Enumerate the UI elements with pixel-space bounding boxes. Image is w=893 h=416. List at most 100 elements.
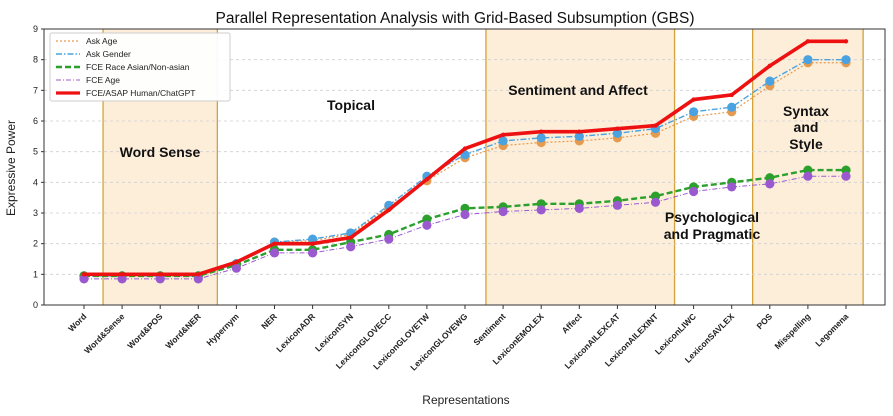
data-point <box>805 39 811 44</box>
region-label-line: and Pragmatic <box>664 226 761 242</box>
data-point <box>803 55 813 65</box>
legend-label: Ask Gender <box>86 49 131 59</box>
y-tick-label: 0 <box>33 300 38 310</box>
data-point <box>727 182 737 192</box>
x-tick-label: Hypernym <box>204 311 241 348</box>
data-point <box>767 63 772 68</box>
data-point <box>691 97 696 102</box>
region-label-line: Syntax <box>783 103 829 119</box>
legend-box <box>49 32 231 102</box>
series-fce-age <box>79 171 851 284</box>
x-tick-label: Word&POS <box>125 311 165 351</box>
data-point <box>81 272 87 277</box>
x-tick-label: Misspelling <box>773 311 813 351</box>
x-tick-label: LexiconSYN <box>313 311 355 353</box>
data-point <box>158 272 163 277</box>
data-point <box>348 235 353 240</box>
region-label: Sentiment and Affect <box>508 82 648 98</box>
data-point <box>234 259 239 265</box>
x-tick-label: Sentiment <box>471 311 507 347</box>
data-point <box>424 177 430 182</box>
region-label: Syntax and Style <box>783 103 829 152</box>
data-point <box>196 272 201 277</box>
data-point <box>843 39 849 44</box>
region-label-line: Style <box>789 136 823 152</box>
data-point <box>386 207 391 213</box>
region-label: Word Sense <box>120 144 201 160</box>
region-label: Topical <box>327 97 375 113</box>
data-point <box>346 242 356 252</box>
data-point <box>310 241 315 246</box>
x-tick-label: Word&NER <box>163 311 202 350</box>
data-point <box>308 234 318 244</box>
data-point <box>765 76 775 86</box>
x-tick-label: NER <box>259 311 279 331</box>
data-point <box>79 274 89 284</box>
x-tick-label: POS <box>754 311 774 331</box>
data-point <box>729 92 734 98</box>
series-layer <box>79 39 851 284</box>
y-axis-label: Expressive Power <box>4 120 18 216</box>
data-point <box>272 241 277 246</box>
data-point <box>536 205 546 215</box>
data-point <box>841 55 851 65</box>
region-label-line: Psychological <box>665 209 759 225</box>
x-axis-label: Representations <box>422 393 509 407</box>
legend: Ask Age Ask Gender FCE Race Asian/Non-asia… <box>49 32 231 102</box>
data-point <box>612 128 623 138</box>
y-ticks: 0 1 2 3 4 5 6 7 8 9 <box>33 24 44 310</box>
data-point <box>384 234 394 244</box>
data-point <box>460 209 470 220</box>
data-point <box>231 263 241 273</box>
y-tick-label: 7 <box>33 85 38 95</box>
data-point <box>689 107 699 117</box>
data-point <box>498 206 508 217</box>
x-tick-label: LexiconADR <box>274 311 317 354</box>
y-tick-label: 6 <box>33 116 38 126</box>
x-tick-label: Word&Sense <box>82 311 127 356</box>
data-point <box>650 197 661 207</box>
data-point <box>269 248 280 258</box>
data-point <box>574 131 584 141</box>
y-tick-label: 1 <box>33 269 38 279</box>
series-fce-asap-human-chatgpt <box>81 39 849 277</box>
legend-label: FCE Race Asian/Non-asian <box>86 62 190 72</box>
data-point <box>612 200 623 210</box>
y-tick-label: 5 <box>33 147 38 157</box>
data-point <box>841 171 851 181</box>
region-labels: Word Sense Topical Sentiment and Affect Psy… <box>120 82 829 242</box>
y-tick-label: 8 <box>33 55 38 65</box>
data-point <box>308 248 318 258</box>
chart-title: Parallel Representation Analysis with Gr… <box>215 10 694 27</box>
data-point <box>577 129 582 134</box>
data-point <box>539 129 544 134</box>
data-point <box>117 274 127 284</box>
data-point <box>689 186 699 197</box>
data-point <box>119 272 125 277</box>
data-point <box>653 123 658 128</box>
x-tick-label: Legomena <box>813 311 850 348</box>
x-tick-label: Word <box>66 311 88 333</box>
y-tick-label: 4 <box>33 177 38 187</box>
data-point <box>727 102 737 112</box>
x-tick-label: Affect <box>560 311 584 335</box>
data-point <box>462 146 468 151</box>
data-point <box>500 132 506 137</box>
data-point <box>765 179 775 189</box>
y-tick-label: 2 <box>33 239 38 249</box>
region-label: Psychological and Pragmatic <box>664 209 761 242</box>
data-point <box>155 274 165 284</box>
data-point <box>803 171 813 181</box>
legend-label: Ask Age <box>86 36 117 46</box>
y-tick-label: 3 <box>33 208 38 218</box>
data-point <box>193 274 203 284</box>
legend-label: FCE/ASAP Human/ChatGPT <box>86 88 195 98</box>
data-point <box>615 126 620 131</box>
data-point <box>498 136 508 146</box>
data-point <box>536 133 546 143</box>
data-point <box>422 220 432 230</box>
data-point <box>574 203 584 213</box>
region-band <box>485 29 675 305</box>
